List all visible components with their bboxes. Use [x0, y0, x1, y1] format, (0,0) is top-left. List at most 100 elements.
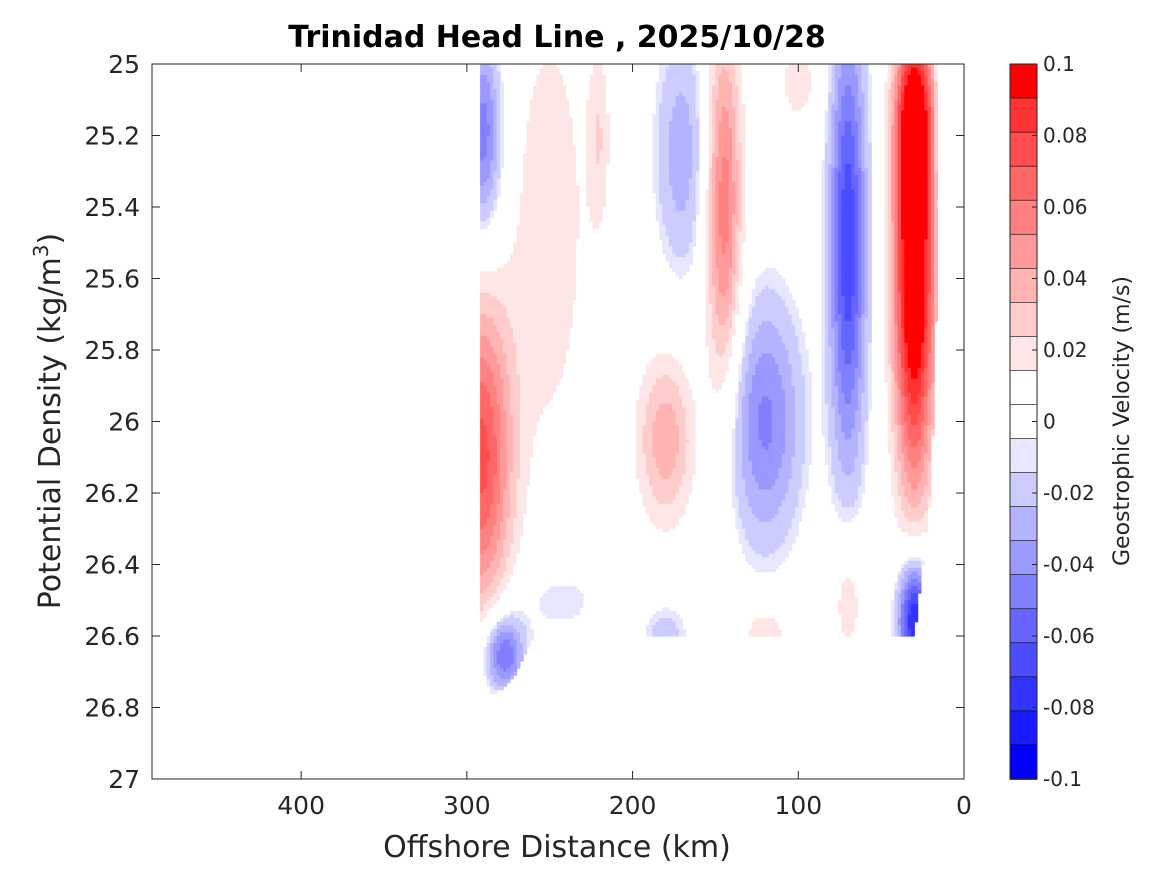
field-cell [483, 457, 488, 462]
field-cell [486, 489, 491, 494]
field-cell [493, 103, 498, 108]
field-cell [500, 114, 504, 119]
field-cell [500, 678, 504, 684]
field-cell [503, 457, 508, 462]
field-cell [486, 503, 491, 508]
field-cell [480, 493, 485, 498]
field-cell [506, 643, 511, 648]
field-cell [559, 242, 564, 247]
field-cell [486, 139, 491, 144]
field-cell [519, 142, 524, 147]
field-cell [549, 614, 554, 619]
field-cell [506, 410, 511, 415]
field-cell [546, 432, 551, 437]
field-cell [509, 657, 514, 662]
field-cell [543, 346, 547, 351]
field-cell [486, 403, 491, 408]
field-cell [480, 307, 485, 312]
field-cell [606, 174, 610, 180]
field-cell [553, 124, 557, 129]
field-cell [526, 321, 531, 326]
field-cell [556, 364, 561, 369]
field-cell [553, 292, 557, 297]
field-cell [493, 417, 498, 423]
field-cell [539, 314, 544, 319]
field-cell [556, 142, 561, 147]
field-cell [496, 103, 501, 108]
field-cell [490, 324, 494, 330]
field-cell [483, 74, 488, 79]
field-cell [559, 321, 564, 326]
field-cell [606, 92, 610, 97]
field-cell [606, 106, 610, 112]
field-cell [490, 78, 494, 83]
field-cell [526, 475, 531, 480]
field-cell [486, 585, 491, 591]
field-cell [553, 264, 557, 269]
field-cell [509, 510, 514, 516]
field-cell [606, 149, 610, 154]
field-cell [480, 371, 485, 376]
field-cell [533, 185, 538, 190]
field-cell [496, 435, 501, 440]
field-cell [516, 514, 521, 519]
field-cell [543, 196, 547, 201]
field-cell [490, 507, 494, 512]
field-cell [566, 110, 571, 115]
field-cell [506, 446, 511, 451]
field-cell [529, 249, 534, 255]
field-cell [546, 382, 551, 387]
field-cell [543, 410, 547, 415]
field-cell [539, 156, 544, 162]
field-cell [506, 285, 511, 290]
field-cell [526, 482, 531, 487]
field-cell [553, 303, 557, 308]
field-cell [500, 571, 504, 576]
field-cell [493, 478, 498, 483]
field-cell [553, 67, 557, 72]
field-cell [509, 518, 514, 523]
field-cell [503, 675, 508, 680]
field-cell [523, 199, 528, 205]
field-cell [533, 81, 538, 87]
field-cell [543, 142, 547, 147]
field-cell [536, 367, 541, 373]
field-cell [490, 525, 494, 530]
field-cell [483, 317, 488, 323]
field-cell [529, 392, 534, 398]
field-cell [529, 142, 534, 147]
field-cell [493, 664, 498, 669]
field-cell [516, 414, 521, 419]
field-cell [493, 139, 498, 144]
field-cell [483, 668, 488, 673]
field-cell [546, 71, 551, 76]
field-cell [493, 321, 498, 326]
field-cell [496, 67, 501, 72]
field-cell [543, 71, 547, 76]
field-cell [480, 518, 485, 523]
field-cell [539, 167, 544, 172]
field-cell [519, 178, 524, 183]
field-cell [559, 357, 564, 362]
field-cell [480, 400, 485, 405]
field-cell [496, 178, 501, 183]
field-cell [509, 485, 514, 491]
field-cell [480, 203, 485, 208]
field-cell [506, 557, 511, 562]
field-cell [536, 442, 541, 448]
field-cell [539, 353, 544, 358]
field-cell [490, 310, 494, 315]
field-cell [506, 310, 511, 315]
field-cell [486, 610, 491, 616]
field-cell [519, 89, 524, 94]
field-cell [526, 435, 531, 440]
field-cell [559, 389, 564, 394]
field-cell [529, 496, 534, 501]
field-cell [523, 121, 528, 126]
field-cell [486, 332, 491, 337]
field-cell [539, 92, 544, 97]
field-cell [486, 103, 491, 108]
field-cell [562, 135, 567, 140]
field-cell [533, 174, 538, 180]
field-cell [523, 482, 528, 487]
